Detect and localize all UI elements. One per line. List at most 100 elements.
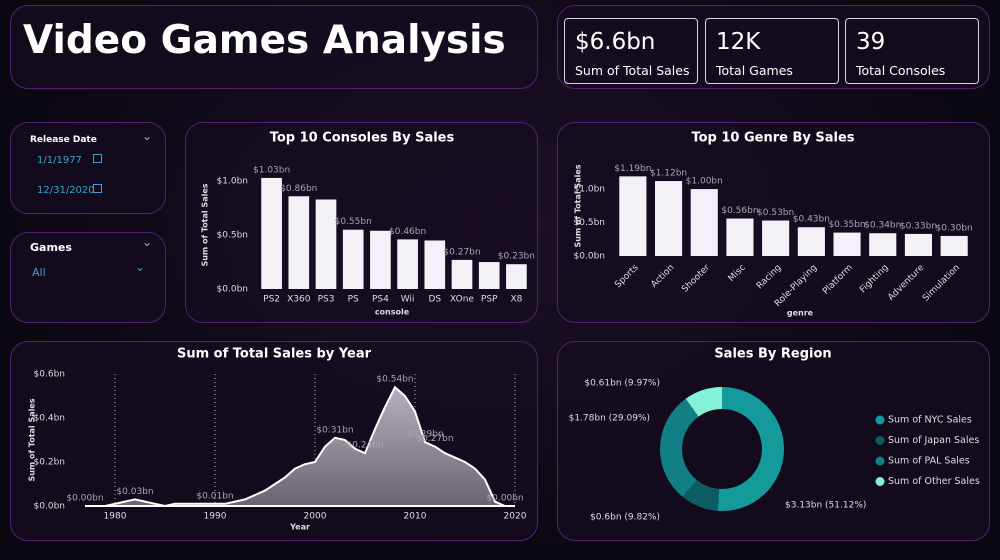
y-axis-title: Sum of Total Sales bbox=[201, 183, 210, 266]
data-label: $0.6bn (9.82%) bbox=[590, 513, 660, 523]
data-label: $0.27bn bbox=[416, 434, 453, 444]
y-tick-label: $0.0bn bbox=[34, 502, 65, 512]
legend-label: Sum of Other Sales bbox=[888, 476, 980, 487]
bar bbox=[370, 230, 391, 289]
legend-marker bbox=[875, 415, 885, 425]
kpi-card: 12K Total Games bbox=[705, 18, 839, 84]
bar bbox=[833, 232, 861, 256]
x-tick-label: XOne bbox=[450, 295, 474, 305]
chart-title: Top 10 Genre By Sales bbox=[691, 131, 854, 146]
bar bbox=[869, 233, 897, 256]
bar bbox=[397, 239, 418, 289]
x-tick-label: Simulation bbox=[921, 263, 962, 304]
date-slicer[interactable]: Release Date ⌄ 1/1/1977 12/31/2020 bbox=[10, 122, 166, 214]
end-date[interactable]: 12/31/2020 bbox=[37, 185, 95, 196]
pie-slice bbox=[659, 398, 699, 497]
legend-marker bbox=[875, 456, 885, 466]
data-label: $0.30bn bbox=[936, 223, 973, 233]
y-tick-label: $0.0bn bbox=[217, 285, 248, 295]
data-label: $0.86bn bbox=[280, 184, 317, 194]
y-tick-label: $1.0bn bbox=[217, 177, 248, 187]
kpi-value: 12K bbox=[716, 29, 761, 55]
games-slicer[interactable]: Games ⌄ All ⌄ bbox=[10, 232, 166, 323]
x-tick-label: Sports bbox=[613, 263, 641, 291]
x-axis-title: console bbox=[375, 308, 410, 317]
calendar-icon[interactable] bbox=[93, 154, 102, 163]
x-tick-label: 1980 bbox=[104, 512, 127, 522]
x-tick-label: Racing bbox=[755, 263, 784, 292]
bar bbox=[424, 240, 446, 289]
data-label: $0.31bn bbox=[316, 425, 353, 435]
data-label: $1.03bn bbox=[253, 165, 290, 175]
bar bbox=[690, 189, 718, 256]
data-label: $0.61bn (9.97%) bbox=[584, 379, 660, 389]
slicer-label: Release Date bbox=[30, 135, 97, 145]
chevron[interactable]: ⌄ bbox=[142, 129, 153, 143]
data-label: $1.00bn bbox=[686, 177, 723, 187]
legend-label: Sum of PAL Sales bbox=[888, 456, 970, 467]
kpi-card: 39 Total Consoles bbox=[845, 18, 979, 84]
data-label: $0.01bn bbox=[196, 491, 233, 501]
x-tick-label: 2010 bbox=[404, 512, 427, 522]
y-axis-title: Sum of Total Sales bbox=[28, 398, 37, 481]
y-axis-title: Sum of Total Sales bbox=[574, 164, 583, 247]
legend-label: Sum of Japan Sales bbox=[888, 435, 979, 446]
calendar-icon[interactable] bbox=[93, 184, 102, 193]
x-tick-label: Platform bbox=[821, 263, 855, 297]
chart-panel bbox=[185, 122, 538, 323]
x-tick-label: X360 bbox=[287, 295, 311, 305]
x-tick-label: Misc bbox=[727, 263, 748, 284]
data-label: $0.34bn bbox=[864, 221, 901, 231]
bar bbox=[940, 235, 968, 256]
data-label: $0.27bn bbox=[443, 247, 480, 257]
start-date[interactable]: 1/1/1977 bbox=[37, 155, 82, 166]
bar bbox=[726, 218, 754, 256]
data-label: $0.00bn bbox=[66, 494, 103, 504]
x-axis-title: genre bbox=[787, 309, 814, 318]
data-label: $0.23bn bbox=[498, 252, 535, 262]
y-tick-label: $0.4bn bbox=[34, 414, 65, 424]
bar bbox=[261, 177, 282, 289]
bar bbox=[654, 181, 683, 256]
pie-slice bbox=[685, 387, 722, 417]
x-tick-label: 1990 bbox=[204, 512, 227, 522]
chart-panel bbox=[10, 341, 538, 541]
data-label: $0.53bn bbox=[757, 208, 794, 218]
x-tick-label: DS bbox=[428, 295, 441, 305]
legend-marker bbox=[875, 436, 885, 445]
x-axis-title: Year bbox=[289, 523, 310, 532]
data-label: $0.00bn bbox=[486, 494, 523, 504]
selected-value[interactable]: All bbox=[32, 266, 46, 279]
slicer-label: Games bbox=[30, 241, 72, 254]
bar bbox=[315, 199, 337, 289]
data-label: $0.24bn bbox=[346, 441, 383, 451]
kpi-card: $6.6bn Sum of Total Sales bbox=[564, 18, 698, 84]
kpi-label: Sum of Total Sales bbox=[575, 63, 690, 78]
data-label: $0.29bn bbox=[406, 430, 443, 440]
x-tick-label: PSP bbox=[481, 295, 498, 305]
data-label: $0.03bn bbox=[116, 487, 153, 497]
data-label: $1.12bn bbox=[650, 169, 687, 179]
bar bbox=[619, 176, 647, 256]
data-label: $0.56bn bbox=[721, 206, 758, 216]
bar bbox=[342, 229, 364, 289]
data-label: $0.55bn bbox=[335, 217, 372, 227]
legend-marker bbox=[875, 477, 885, 486]
bar bbox=[451, 259, 473, 289]
legend-label: Sum of NYC Sales bbox=[888, 415, 972, 426]
y-tick-label: $0.6bn bbox=[34, 370, 65, 380]
data-label: $0.46bn bbox=[389, 227, 426, 237]
y-tick-label: $0.2bn bbox=[34, 458, 65, 468]
data-label: $0.33bn bbox=[900, 221, 937, 231]
bar bbox=[762, 220, 790, 256]
y-tick-label: $0.5bn bbox=[574, 218, 605, 228]
data-label: $0.43bn bbox=[793, 215, 830, 225]
chevron[interactable]: ⌄ bbox=[142, 235, 153, 249]
chevron[interactable]: ⌄ bbox=[135, 260, 146, 274]
bar bbox=[478, 262, 500, 289]
x-tick-label: PS4 bbox=[372, 295, 389, 305]
x-tick-label: Shooter bbox=[680, 263, 712, 295]
data-label: $0.35bn bbox=[828, 220, 865, 230]
